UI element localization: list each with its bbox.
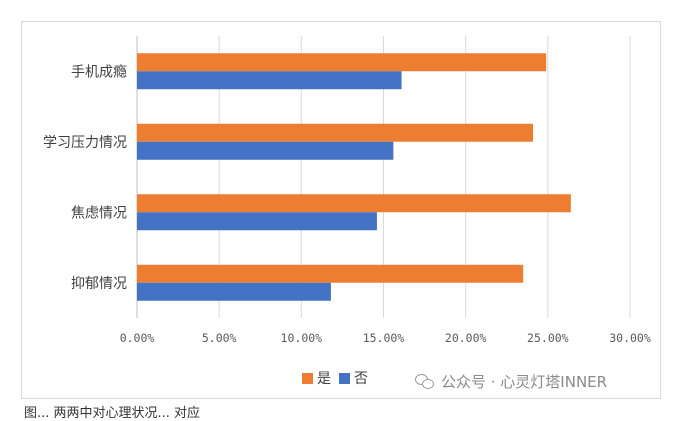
bar-no <box>137 282 331 301</box>
x-tick-label: 10.00% <box>281 331 323 345</box>
watermark-text: 公众号 · 心灵灯塔INNER <box>441 373 608 391</box>
bar-yes <box>137 194 571 213</box>
x-tick-label: 25.00% <box>527 331 569 345</box>
category-label: 学习压力情况 <box>43 135 127 151</box>
figure-caption: 图... 两两中对心理状况... 对应 <box>24 406 201 421</box>
legend-label-no: 否 <box>354 371 368 387</box>
bar-chart: 0.00% 5.00% 10.00% 15.00% 20.00% 25.00% 30.00%… <box>43 36 651 345</box>
bar-no <box>137 212 377 231</box>
x-tick-label: 0.00% <box>120 331 155 345</box>
category-label: 手机成瘾 <box>71 63 127 80</box>
legend-swatch-yes <box>302 372 313 384</box>
category-label: 抑郁情况 <box>71 276 127 292</box>
bar-yes <box>137 123 534 142</box>
bar-no <box>137 71 402 90</box>
legend-swatch-no <box>339 372 350 384</box>
legend: 是 否 <box>302 369 376 387</box>
wechat-icon <box>415 373 435 390</box>
category-label: 焦虑情况 <box>71 205 127 221</box>
legend-item-yes: 是 <box>302 368 331 388</box>
bar-yes <box>137 53 547 72</box>
bar-yes <box>137 264 524 283</box>
watermark: 公众号 · 心灵灯塔INNER <box>415 371 607 392</box>
x-tick-label: 30.00% <box>609 331 651 345</box>
x-tick-label: 20.00% <box>445 331 487 345</box>
x-tick-label: 15.00% <box>363 331 405 345</box>
legend-item-no: 否 <box>339 368 368 388</box>
legend-label-yes: 是 <box>317 371 331 387</box>
x-tick-label: 5.00% <box>202 331 237 345</box>
bar-no <box>137 141 394 160</box>
